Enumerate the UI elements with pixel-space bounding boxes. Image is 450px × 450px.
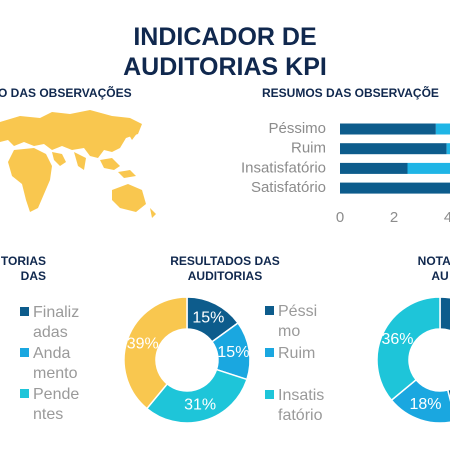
data-label: 18% xyxy=(409,396,441,413)
bar-segment xyxy=(340,143,447,155)
y-tick-label: Péssimo xyxy=(268,120,326,137)
y-tick-label: Ruim xyxy=(291,140,326,157)
legend-label: Pendentes xyxy=(33,386,80,423)
legend-label: Insatisfatório xyxy=(278,387,325,424)
land xyxy=(126,126,138,140)
world-map xyxy=(0,110,156,218)
legend-label: Péssimo xyxy=(278,303,318,340)
panel-title: NOTA D xyxy=(418,254,450,268)
land xyxy=(52,152,66,166)
data-label: 15% xyxy=(192,309,224,326)
land xyxy=(74,152,86,170)
bar-segment xyxy=(446,143,450,155)
data-label: 39% xyxy=(127,335,159,352)
legend-swatch xyxy=(20,389,29,398)
land xyxy=(0,110,142,158)
donut-segment xyxy=(376,296,441,402)
data-label: 36% xyxy=(381,331,413,348)
legend-label: Finalizadas xyxy=(33,304,80,341)
data-label: 31% xyxy=(184,396,216,413)
y-tick-label: Satisfatório xyxy=(251,179,326,196)
donut-segment xyxy=(123,296,188,410)
y-tick-label: Insatisfatório xyxy=(241,159,326,176)
data-label: 15% xyxy=(217,344,249,361)
legend-label: Ruim xyxy=(278,345,316,362)
panel-title: DAS xyxy=(21,269,46,283)
panel-title: RESULTADOS DAS xyxy=(170,254,280,268)
donut-segment xyxy=(439,296,450,402)
bar-segment xyxy=(340,162,408,174)
panel-title: AU xyxy=(431,269,448,283)
panel-title: AUDITORIAS xyxy=(188,269,262,283)
bar-segment xyxy=(340,123,436,135)
land xyxy=(100,158,120,170)
land xyxy=(150,208,156,218)
x-tick-label: 2 xyxy=(390,209,398,226)
legend-swatch xyxy=(20,307,29,316)
x-tick-label: 0 xyxy=(336,209,344,226)
title-line: INDICADOR DE xyxy=(133,23,317,51)
panel-title: TORIAS xyxy=(1,254,46,268)
legend-label: Andamento xyxy=(33,345,78,382)
bar-segment xyxy=(340,182,450,194)
bar-segment xyxy=(435,123,450,135)
land xyxy=(118,170,136,178)
panel-title: O DAS OBSERVAÇÕES xyxy=(0,85,132,100)
donut-segment xyxy=(145,368,248,424)
legend-swatch xyxy=(20,348,29,357)
title-line: AUDITORIAS KPI xyxy=(123,53,327,81)
land xyxy=(112,184,146,212)
land xyxy=(8,148,52,212)
legend-swatch xyxy=(265,348,274,357)
panel-title: RESUMOS DAS OBSERVAÇÕE xyxy=(262,85,439,100)
bar-segment xyxy=(407,162,450,174)
x-tick-label: 4 xyxy=(444,209,450,226)
legend-swatch xyxy=(265,306,274,315)
legend-swatch xyxy=(265,390,274,399)
